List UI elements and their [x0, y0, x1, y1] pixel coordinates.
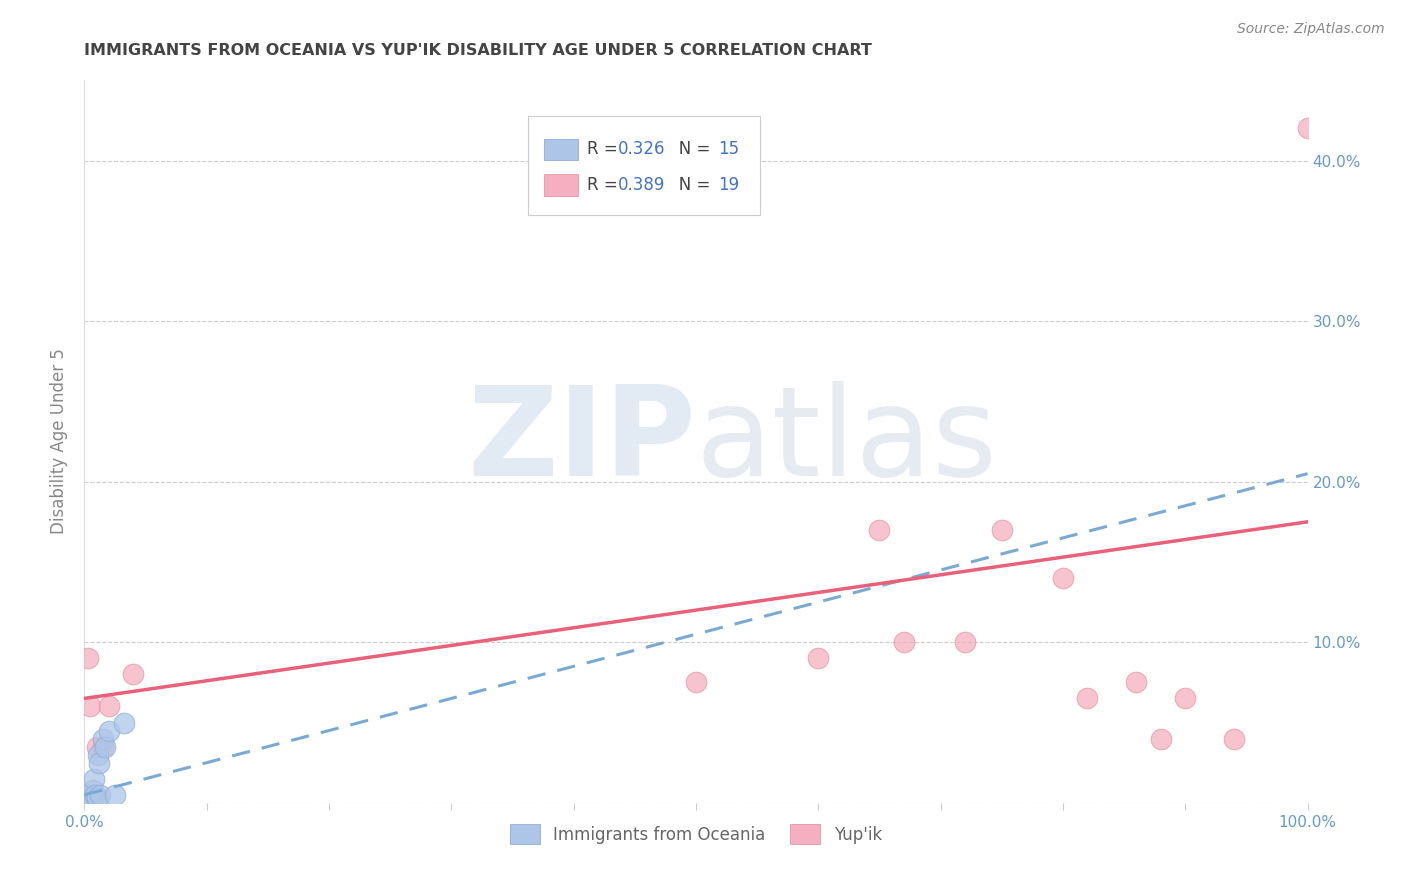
Point	[685, 675, 707, 690]
Point	[893, 635, 915, 649]
Point	[89, 788, 111, 802]
Point	[91, 731, 114, 746]
Text: 0.389: 0.389	[619, 176, 665, 194]
Point	[86, 791, 108, 805]
Point	[80, 791, 103, 805]
Point	[1125, 675, 1147, 690]
Legend: Immigrants from Oceania, Yup'ik: Immigrants from Oceania, Yup'ik	[498, 813, 894, 856]
Point	[97, 723, 120, 738]
Point	[1296, 121, 1319, 136]
Text: N =: N =	[664, 176, 716, 194]
Point	[87, 747, 110, 762]
Point	[94, 739, 117, 754]
Y-axis label: Disability Age Under 5: Disability Age Under 5	[51, 349, 69, 534]
Text: R =: R =	[588, 176, 623, 194]
Point	[79, 788, 101, 802]
Point	[97, 699, 120, 714]
Point	[122, 667, 145, 681]
Point	[112, 715, 135, 730]
Text: N =: N =	[664, 140, 716, 159]
Text: ZIP: ZIP	[467, 381, 696, 502]
Text: atlas: atlas	[696, 381, 998, 502]
Text: IMMIGRANTS FROM OCEANIA VS YUP'IK DISABILITY AGE UNDER 5 CORRELATION CHART: IMMIGRANTS FROM OCEANIA VS YUP'IK DISABI…	[84, 44, 872, 58]
Point	[82, 783, 104, 797]
Point	[991, 523, 1014, 537]
Point	[104, 788, 127, 802]
Text: 0.326: 0.326	[619, 140, 666, 159]
Point	[953, 635, 976, 649]
Point	[91, 739, 114, 754]
Text: 19: 19	[718, 176, 740, 194]
Point	[86, 739, 108, 754]
Point	[83, 772, 105, 786]
Text: Source: ZipAtlas.com: Source: ZipAtlas.com	[1237, 22, 1385, 37]
Point	[807, 651, 830, 665]
Point	[1223, 731, 1246, 746]
Point	[84, 788, 107, 802]
Point	[87, 756, 110, 770]
Text: 15: 15	[718, 140, 740, 159]
Point	[79, 699, 101, 714]
Point	[77, 791, 100, 805]
Point	[1076, 691, 1098, 706]
Point	[1150, 731, 1173, 746]
Point	[1052, 571, 1074, 585]
Point	[77, 651, 100, 665]
Text: R =: R =	[588, 140, 623, 159]
Point	[869, 523, 891, 537]
Point	[1174, 691, 1197, 706]
